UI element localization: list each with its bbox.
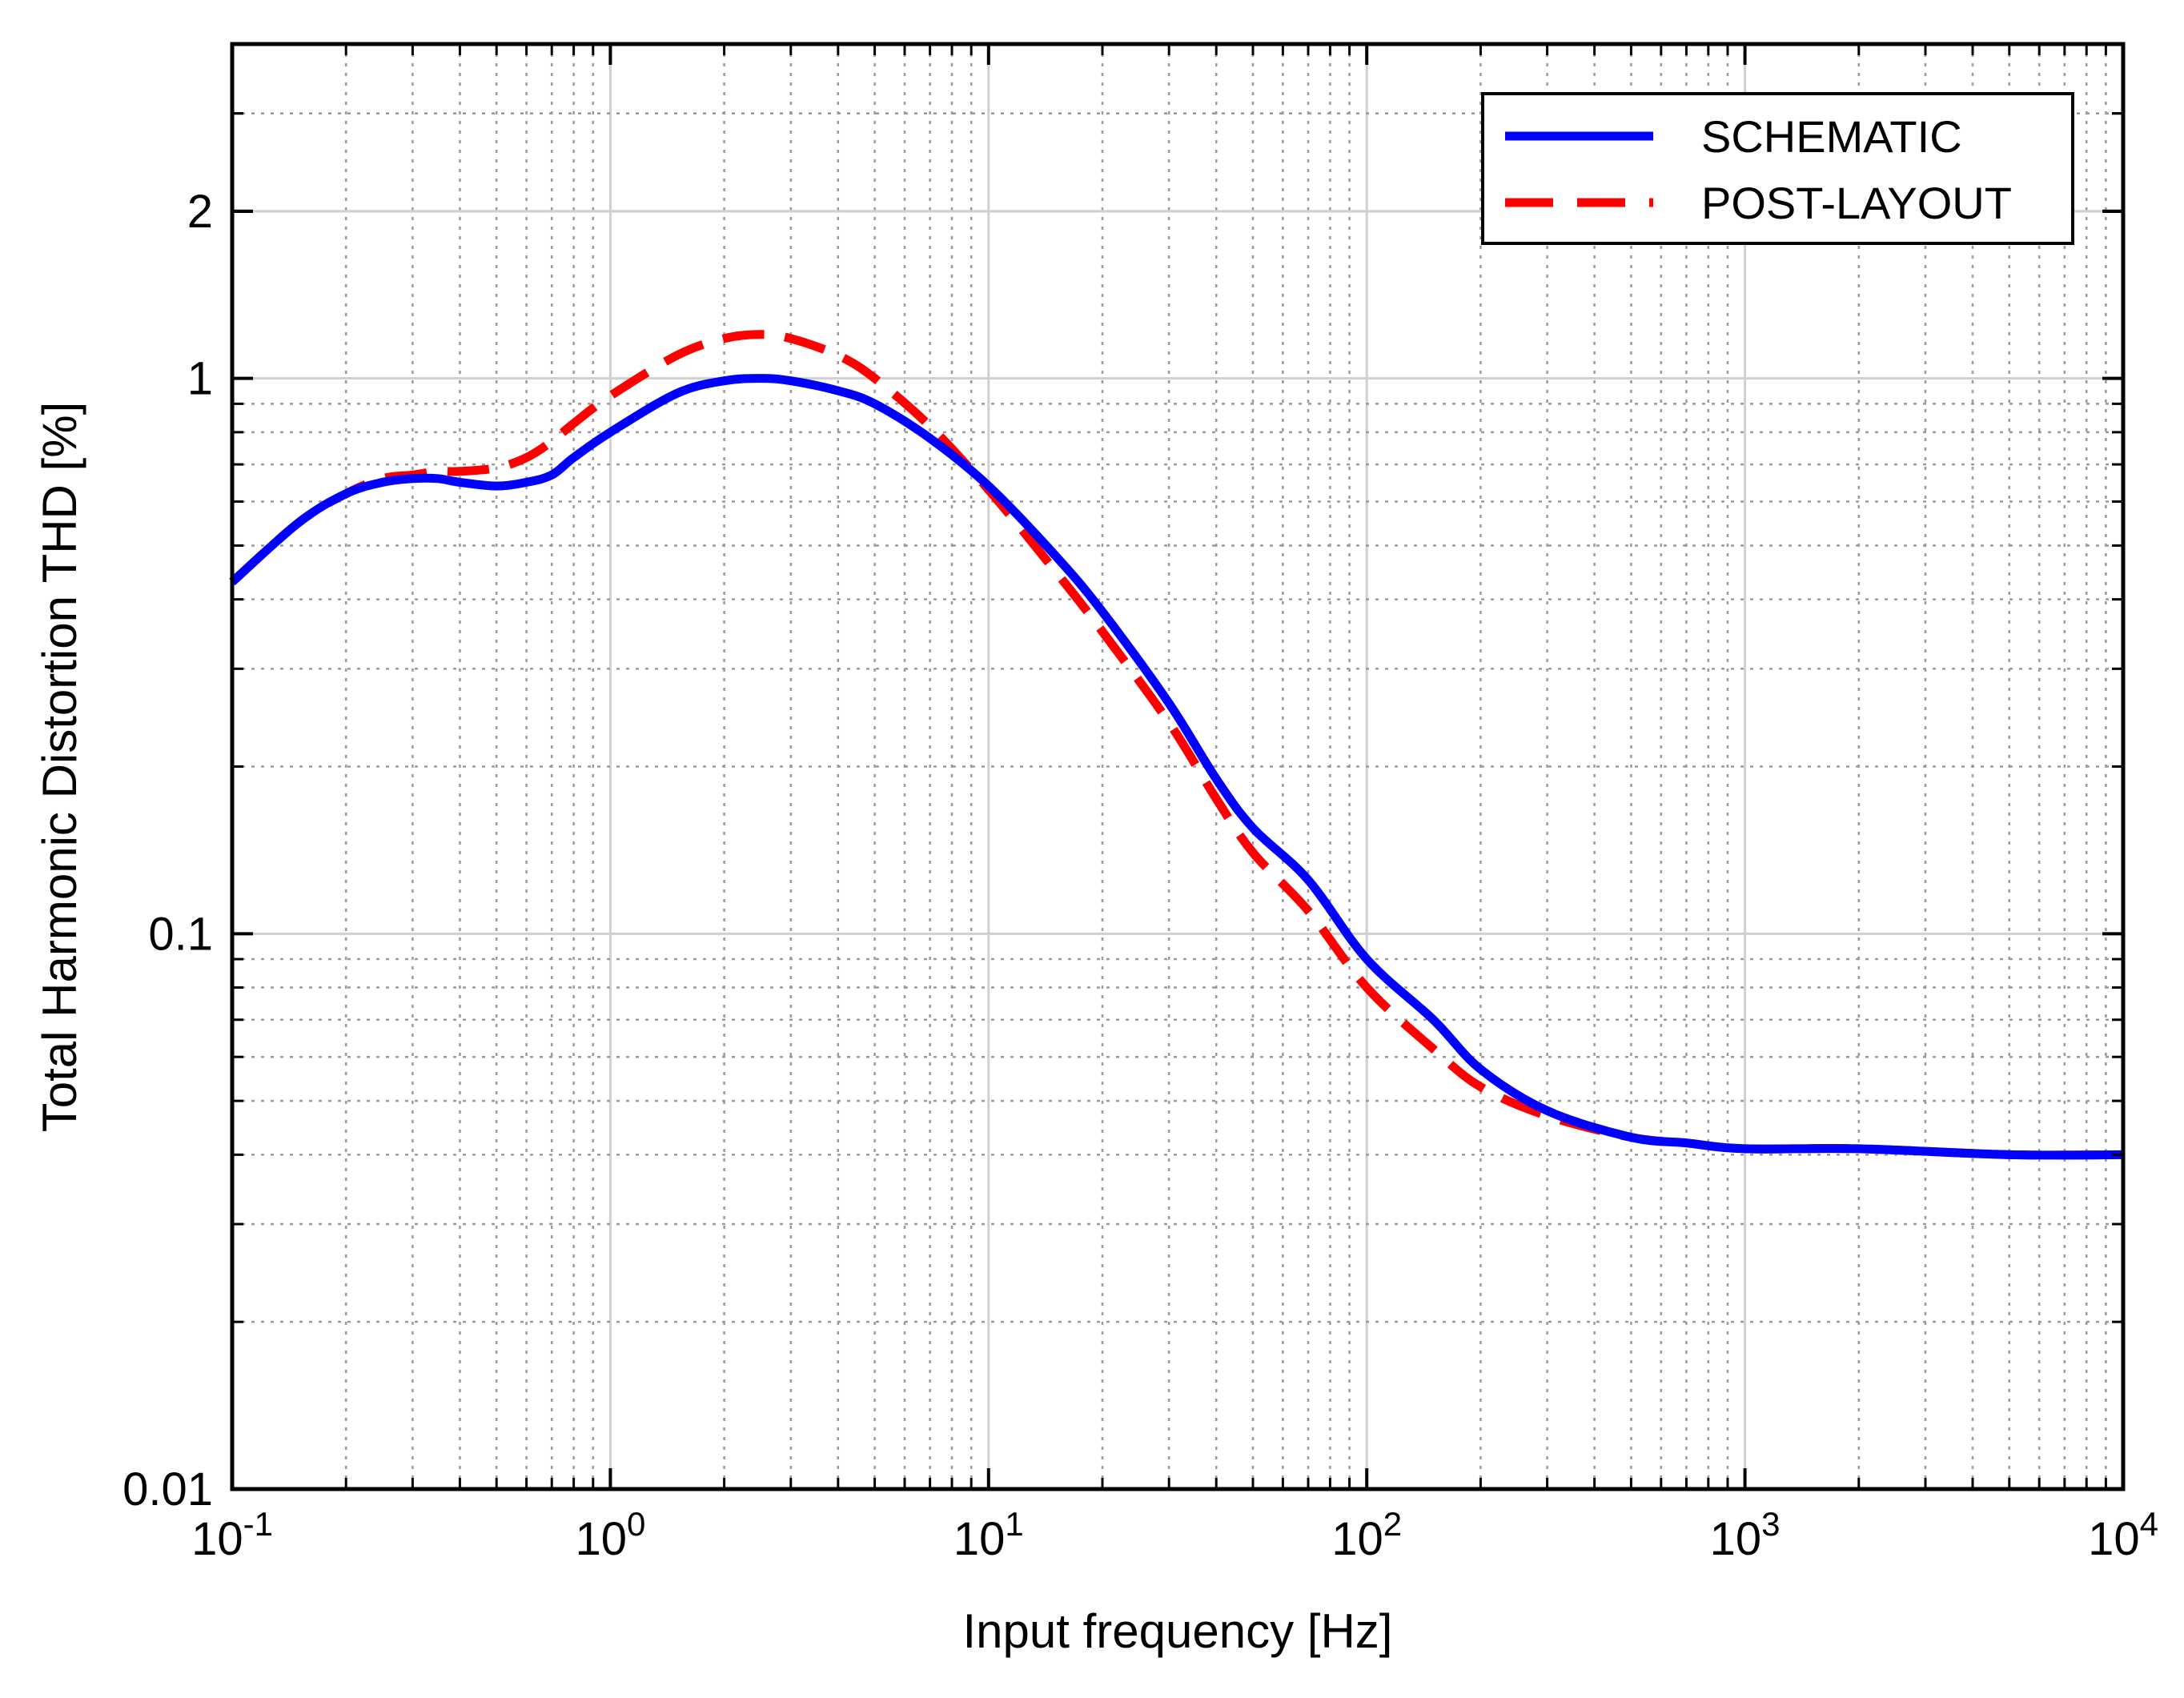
y-tick-label: 2 xyxy=(187,186,213,238)
x-tick-label: 10-1 xyxy=(191,1505,273,1565)
x-tick-label: 102 xyxy=(1331,1505,1402,1565)
x-tick-label-base: 10 xyxy=(953,1513,1006,1565)
x-tick-label-exponent: 3 xyxy=(1761,1505,1780,1543)
legend-label-schematic: SCHEMATIC xyxy=(1701,111,1962,162)
x-axis-label: Input frequency [Hz] xyxy=(963,1604,1393,1658)
y-tick-label: 0.1 xyxy=(148,908,213,960)
x-tick-label-exponent: -1 xyxy=(243,1505,273,1543)
x-tick-label-base: 10 xyxy=(2088,1513,2140,1565)
x-tick-label-exponent: 0 xyxy=(627,1505,645,1543)
x-tick-label: 103 xyxy=(1710,1505,1781,1565)
series-layer xyxy=(229,330,2124,1160)
ticks xyxy=(231,42,2123,1491)
x-tick-label: 101 xyxy=(953,1505,1024,1565)
y-tick-label: 1 xyxy=(187,353,213,405)
x-tick-label-base: 10 xyxy=(1331,1513,1383,1565)
legend-label-post-layout: POST-LAYOUT xyxy=(1701,178,2012,228)
y-tick-label: 0.01 xyxy=(122,1463,213,1515)
x-tick-label-exponent: 2 xyxy=(1383,1505,1402,1543)
x-tick-label: 104 xyxy=(2088,1505,2158,1565)
x-tick-label: 100 xyxy=(575,1505,645,1565)
x-tick-label-base: 10 xyxy=(575,1513,627,1565)
x-tick-label-base: 10 xyxy=(1710,1513,1762,1565)
x-tick-label-exponent: 4 xyxy=(2140,1505,2158,1543)
y-axis-label: Total Harmonic Distortion THD [%] xyxy=(33,402,86,1132)
legend: SCHEMATIC POST-LAYOUT xyxy=(1481,92,2074,245)
x-tick-label-exponent: 1 xyxy=(1005,1505,1023,1543)
series-line-schematic xyxy=(229,374,2124,1160)
x-tick-label-base: 10 xyxy=(191,1513,243,1565)
legend-box xyxy=(1481,92,2074,245)
